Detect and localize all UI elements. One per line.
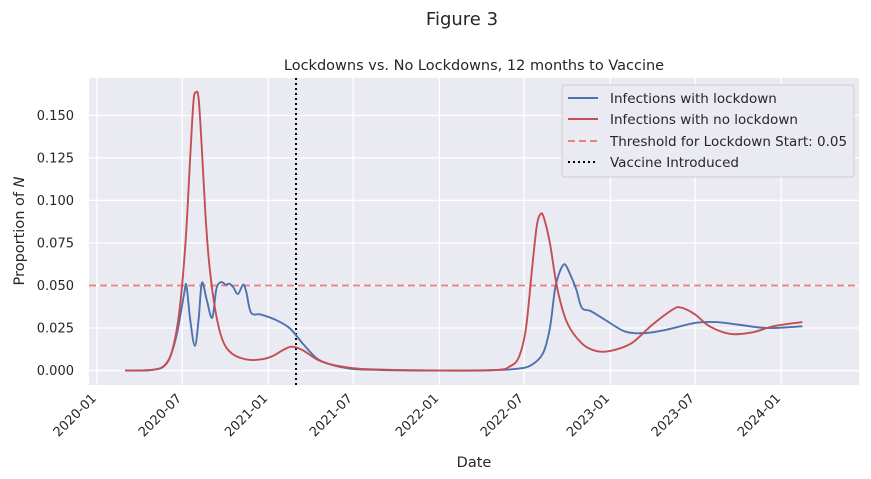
x-tick-label: 2024-01 bbox=[735, 391, 784, 440]
y-axis-title-symbol: N bbox=[12, 176, 28, 187]
legend: Infections with lockdown Infections with… bbox=[561, 84, 855, 178]
y-axis-title: Proportion of N bbox=[12, 176, 28, 285]
x-tick-label: 2020-01 bbox=[51, 391, 100, 440]
y-tick-label: 0.125 bbox=[37, 151, 74, 166]
y-tick-labels: 0.000 0.025 0.050 0.075 0.100 0.125 0.150 bbox=[37, 109, 74, 379]
legend-label-no-lockdown: Infections with no lockdown bbox=[610, 112, 798, 128]
y-axis-title-text: Proportion of bbox=[12, 187, 28, 285]
y-tick-label: 0.075 bbox=[37, 236, 74, 251]
x-tick-label: 2022-07 bbox=[478, 391, 527, 440]
legend-label-threshold: Threshold for Lockdown Start: 0.05 bbox=[609, 134, 847, 150]
y-tick-label: 0.050 bbox=[37, 279, 74, 294]
y-tick-label: 0.150 bbox=[37, 109, 74, 124]
x-tick-label: 2023-07 bbox=[649, 391, 698, 440]
x-tick-labels: 2020-01 2020-07 2021-01 2021-07 2022-01 2022-… bbox=[51, 391, 784, 440]
y-tick-label: 0.000 bbox=[37, 364, 74, 379]
x-axis-title: Date bbox=[457, 455, 492, 471]
series-line-no-lockdown bbox=[125, 90, 803, 372]
legend-label-lockdown: Infections with lockdown bbox=[610, 91, 777, 107]
series-line-lockdown bbox=[125, 263, 803, 372]
x-tick-label: 2023-01 bbox=[564, 391, 613, 440]
y-tick-label: 0.100 bbox=[37, 194, 74, 209]
x-tick-label: 2021-07 bbox=[307, 391, 356, 440]
legend-box bbox=[561, 84, 855, 178]
series-lines bbox=[125, 90, 803, 372]
y-tick-label: 0.025 bbox=[37, 322, 74, 337]
chart-title: Lockdowns vs. No Lockdowns, 12 months to… bbox=[284, 58, 664, 74]
x-tick-label: 2022-01 bbox=[393, 391, 442, 440]
x-tick-label: 2020-07 bbox=[136, 391, 185, 440]
x-tick-label: 2021-01 bbox=[222, 391, 271, 440]
figure-title: Figure 3 bbox=[426, 9, 498, 30]
legend-label-vaccine: Vaccine Introduced bbox=[610, 155, 739, 171]
